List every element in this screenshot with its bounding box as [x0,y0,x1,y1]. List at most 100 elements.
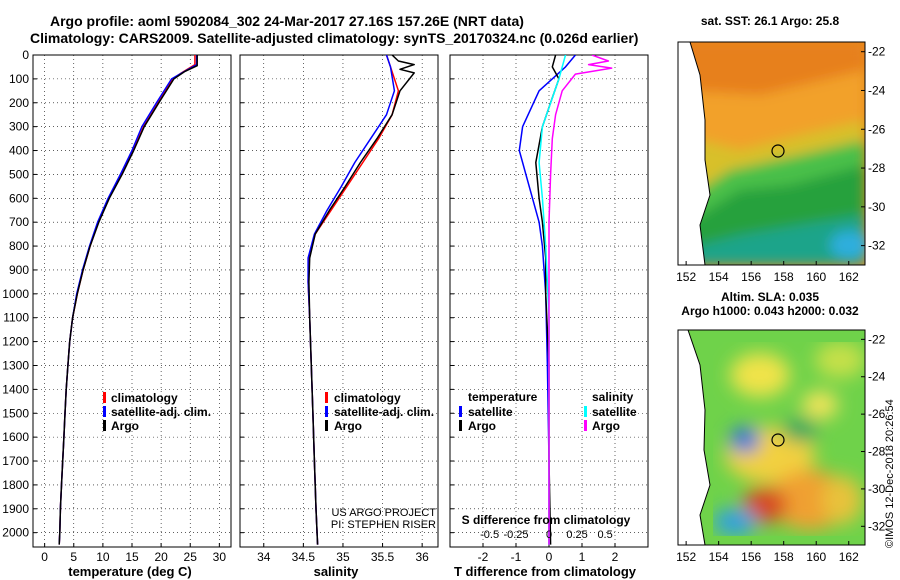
project-annotation: US ARGO PROJECT [331,507,436,519]
x-tick-label: 2 [612,550,619,564]
coastline [689,42,711,265]
sla-lon-axis: 152 154 156 158 160 162 [676,541,859,564]
salinity-x-axis: 34 34.5 35 35.5 36 [257,550,429,564]
sla-map-frame [677,329,866,546]
legend-swatch-climatology [325,392,328,403]
depth-tick-label: 1300 [2,358,29,372]
argo-float-marker [771,433,785,447]
depth-tick-label: 800 [9,239,29,253]
lon-tick-label: 154 [709,270,729,284]
legend-label-s-satellite: satellite [592,405,637,419]
sla-map: Altim. SLA: 0.035 Argo h1000: 0.043 h200… [676,290,886,564]
depth-tick-label: 1700 [2,454,29,468]
depth-tick-label: 1800 [2,478,29,492]
depth-tick-label: 400 [9,144,29,158]
difference-legend: temperature satellite Argo salinity sate… [459,390,637,433]
sst-map: sat. SST: 26.1 Argo: 25.8 -22 -24 -26 -28 -3… [676,14,886,284]
legend-swatch-argo [103,420,106,431]
sla-map-title: Altim. SLA: 0.035 [721,290,819,304]
difference-series [518,55,613,545]
depth-tick-label: 700 [9,215,29,229]
lon-tick-label: 162 [839,270,859,284]
legend-swatch-t-argo [459,420,462,431]
sla-field [678,330,865,545]
lon-tick-label: 152 [676,270,696,284]
lat-tick-label: -26 [868,407,886,421]
s-difference-tick-labels: -0.5 -0.25 0 0.25 0.5 [480,529,613,541]
x-tick-label: 35.5 [371,550,395,564]
difference-axis-label: T difference from climatology [454,564,637,579]
depth-tick-label: 1900 [2,502,29,516]
x-tick-label: 30 [213,550,227,564]
lon-tick-label: 156 [741,270,761,284]
legend-label-satellite: satellite-adj. clim. [111,405,211,419]
series-line-climatology [307,55,400,545]
salinity-legend: climatology satellite-adj. clim. Argo [325,391,434,433]
difference-x-axis: -2 -1 0 1 2 [478,550,619,564]
legend-label-s-argo: Argo [592,419,620,433]
difference-panel: -2 -1 0 1 2 T difference from climatology S … [449,54,649,579]
lat-tick-label: -32 [868,519,886,533]
difference-grid [450,54,648,547]
temperature-panel: 0100200300400500600700800900100011001200… [2,48,232,579]
s-diff-tick-label: -0.25 [503,529,528,541]
lon-tick-label: 152 [676,550,696,564]
series-line-satellite-adj-clim- [58,55,198,545]
x-tick-label: 0 [546,550,553,564]
series-line-t-argo [535,55,560,545]
s-diff-tick-label: 0.25 [566,529,587,541]
legend-swatch-s-argo [584,420,587,431]
temperature-legend: climatology satellite-adj. clim. Argo [103,391,211,433]
s-diff-tick-label: -0.5 [480,529,499,541]
x-tick-label: 10 [96,550,110,564]
legend-label-satellite: satellite-adj. clim. [334,405,434,419]
depth-tick-label: 900 [9,263,29,277]
salinity-plot-frame [239,54,439,548]
temperature-x-axis: 0 5 10 15 20 25 30 [41,550,226,564]
series-line-s-satellite [538,55,567,545]
sla-lat-axis: -22 -24 -26 -28 -30 -32 [861,332,886,533]
x-tick-label: 1 [579,550,586,564]
legend-swatch-t-satellite [459,406,462,417]
depth-tick-label: 1500 [2,406,29,420]
legend-label-climatology: climatology [111,391,178,405]
x-tick-label: 36 [415,550,429,564]
sst-field [678,42,865,265]
sst-lon-axis: 152 154 156 158 160 162 [676,261,859,284]
legend-group-temperature: temperature [468,390,538,404]
lat-tick-label: -28 [868,161,886,175]
depth-tick-label: 1600 [2,430,29,444]
lat-tick-label: -30 [868,482,886,496]
lat-tick-label: -24 [868,83,886,97]
legend-label-t-satellite: satellite [468,405,513,419]
lat-tick-label: -28 [868,445,886,459]
lon-tick-label: 156 [741,550,761,564]
depth-tick-label: 600 [9,191,29,205]
x-tick-label: 34 [257,550,271,564]
series-line-satellite-adj-clim- [307,55,396,545]
temperature-grid [33,54,231,547]
sst-map-title: sat. SST: 26.1 Argo: 25.8 [701,14,840,28]
salinity-axis-label: salinity [314,564,360,579]
lon-tick-label: 154 [709,550,729,564]
lon-tick-label: 160 [806,550,826,564]
argo-float-marker [771,144,785,158]
imos-credit: ©IMOS 12-Dec-2018 20:26:54 [884,399,896,548]
legend-swatch-argo [325,420,328,431]
legend-swatch-climatology [103,392,106,403]
depth-tick-label: 1100 [3,311,29,325]
s-diff-tick-label: 0.5 [597,529,612,541]
x-tick-label: 20 [154,550,168,564]
series-line-climatology [58,55,196,545]
australia-landmass [678,42,710,265]
legend-swatch-s-satellite [584,406,587,417]
series-line-s-argo [548,55,613,545]
s-difference-label: S difference from climatology [462,513,631,527]
lon-tick-label: 162 [839,550,859,564]
s-diff-tick-label: 0 [546,529,552,541]
legend-swatch-satellite [103,406,106,417]
figure-title-line2: Climatology: CARS2009. Satellite-adjuste… [30,30,638,46]
sla-map-subtitle: Argo h1000: 0.043 h2000: 0.032 [681,304,859,318]
x-tick-label: 25 [184,550,198,564]
